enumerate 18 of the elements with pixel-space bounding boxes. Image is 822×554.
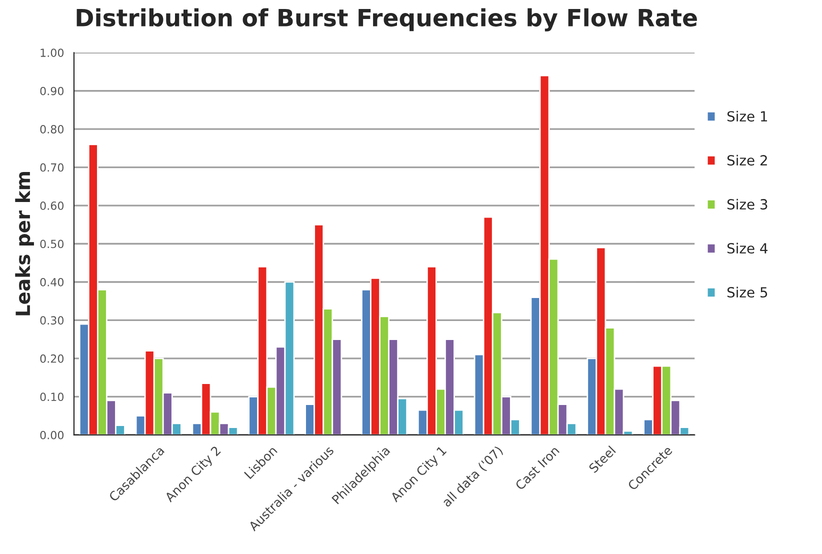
y-tick-label: 0.50 xyxy=(40,240,64,248)
legend-label: Size 5 xyxy=(727,286,768,298)
y-tick-label: 0.90 xyxy=(40,86,64,96)
y-tick-label: 0.40 xyxy=(40,278,64,286)
y-tick-label: 0.20 xyxy=(40,354,64,363)
y-tick-label: 0.00 xyxy=(40,430,64,440)
chart-title: Distribution of Burst Frequencies by Flow Rate xyxy=(76,8,697,32)
y-tick-label: 1.00 xyxy=(40,48,64,58)
legend-label: Size 2 xyxy=(727,154,767,166)
legend-label: Size 1 xyxy=(727,110,768,122)
y-tick-label: 0.80 xyxy=(40,125,64,134)
y-axis-title: Leaks per km xyxy=(15,172,34,316)
y-tick-label: 0.60 xyxy=(40,202,64,210)
y-tick-label: 0.70 xyxy=(40,163,64,172)
y-tick-label: 0.30 xyxy=(40,316,64,325)
y-tick-label: 0.10 xyxy=(40,392,64,402)
legend-label: Size 3 xyxy=(727,198,768,210)
legend-label: Size 4 xyxy=(727,242,768,254)
